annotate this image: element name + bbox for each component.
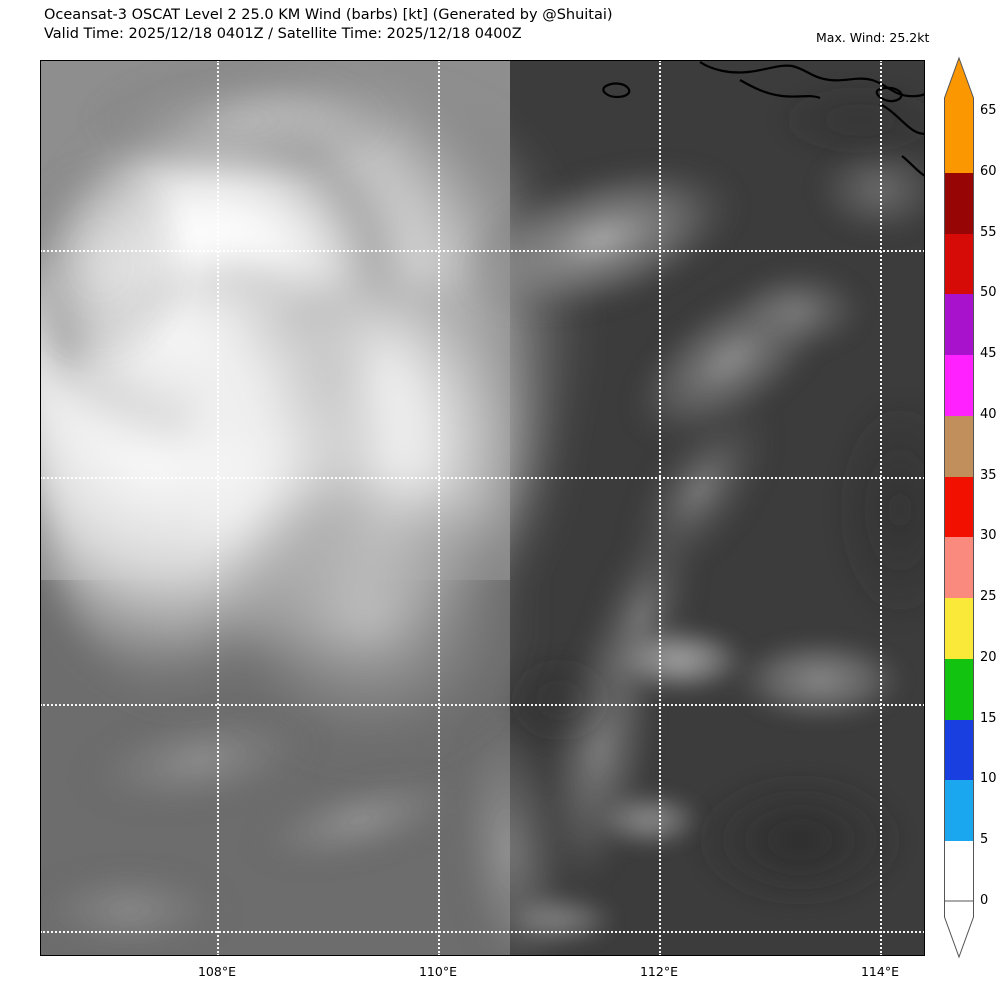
xtick-label-112E: 112°E xyxy=(639,964,678,979)
max-wind-annotation: Max. Wind: 25.2kt xyxy=(816,30,930,45)
gridline-lon-114 xyxy=(880,60,882,956)
colorbar-under-arrow xyxy=(944,900,974,959)
colorbar-band-25-30 xyxy=(944,537,974,599)
gridline-lat-16S xyxy=(40,931,925,933)
colorbar-band-60-65 xyxy=(944,112,974,173)
colorbar-band-45-50 xyxy=(944,294,974,356)
colorbar-band-40-45 xyxy=(944,355,974,416)
colorbar-band-55-60 xyxy=(944,172,974,234)
colorbar-band-0-5 xyxy=(944,841,974,902)
colorbar-tick-0: 0 xyxy=(980,893,989,908)
colorbar-tick-65: 65 xyxy=(980,103,997,118)
xtick-label-114E: 114°E xyxy=(860,964,899,979)
colorbar-tick-25: 25 xyxy=(980,589,997,605)
colorbar-band-15-20 xyxy=(944,658,974,720)
colorbar-tick-20: 20 xyxy=(980,649,997,665)
gridline-lat-12S xyxy=(40,477,925,479)
colorbar-band-20-25 xyxy=(944,598,974,659)
colorbar-band-50-55 xyxy=(944,233,974,295)
infrared-satellite-basemap xyxy=(40,60,925,956)
colorbar-over-arrow xyxy=(944,56,974,114)
xtick-label-110E: 110°E xyxy=(418,964,457,979)
gridline-lon-110 xyxy=(438,60,440,956)
colorbar-tick-10: 10 xyxy=(980,771,997,787)
colorbar-band-35-40 xyxy=(944,415,974,477)
coastline xyxy=(602,61,925,177)
colorbar-tick-30: 30 xyxy=(980,528,997,544)
colorbar-band-30-35 xyxy=(944,476,974,538)
satellite-map-panel xyxy=(40,60,925,956)
valid-time-subtitle: Valid Time: 2025/12/18 0401Z / Satellite… xyxy=(44,26,522,42)
colorbar-band-5-10 xyxy=(944,780,974,842)
gridline-lat-14S xyxy=(40,704,925,706)
colorbar-tick-55: 55 xyxy=(980,224,997,240)
page-title: Oceansat-3 OSCAT Level 2 25.0 KM Wind (b… xyxy=(44,7,613,23)
colorbar-tick-50: 50 xyxy=(980,285,997,301)
gridline-lat-10S xyxy=(40,250,925,252)
colorbar-tick-35: 35 xyxy=(980,467,997,483)
wind-speed-colorbar xyxy=(944,112,974,902)
colorbar-band-10-15 xyxy=(944,719,974,781)
colorbar-tick-15: 15 xyxy=(980,710,997,726)
colorbar-tick-5: 5 xyxy=(980,832,989,848)
colorbar-tick-60: 60 xyxy=(980,163,997,179)
colorbar-tick-45: 45 xyxy=(980,346,997,362)
colorbar-tick-40: 40 xyxy=(980,406,997,422)
gridline-lon-112 xyxy=(659,60,661,956)
gridline-lon-108 xyxy=(217,60,219,956)
xtick-label-108E: 108°E xyxy=(197,964,236,979)
basemap-raster xyxy=(40,60,925,956)
